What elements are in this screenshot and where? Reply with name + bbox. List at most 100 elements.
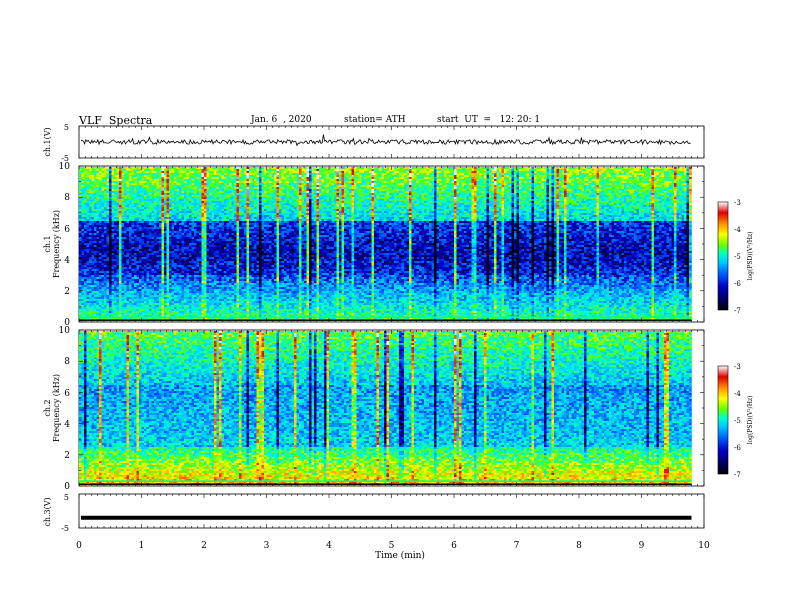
spectrogram-cell: [431, 177, 435, 180]
spectrogram-cell: [679, 199, 682, 202]
spectrogram-cell: [671, 199, 675, 202]
spectrogram-cell: [86, 189, 90, 192]
spectrogram-cell: [419, 179, 422, 182]
spectrogram-cell: [369, 179, 372, 182]
spectrogram-cell: [539, 169, 542, 172]
spectrogram-cell: [236, 171, 240, 174]
spectrogram-cell: [559, 199, 562, 202]
spectrogram-cell: [324, 181, 327, 184]
spectrogram-cell: [581, 197, 585, 200]
spectrogram-cell: [196, 183, 200, 186]
spectrogram-cell: [366, 187, 370, 190]
spectrogram-cell: [449, 185, 452, 188]
spectrogram-cell: [251, 181, 255, 184]
spectrogram-cell: [671, 191, 675, 194]
spectrogram-cell: [126, 207, 130, 210]
spectrogram-cell: [139, 173, 142, 176]
spectrogram-cell: [169, 197, 172, 200]
spectrogram-cell: [369, 197, 372, 200]
spectrogram-cell: [266, 169, 270, 172]
spectrogram-cell: [119, 203, 122, 206]
spectrogram-cell: [239, 175, 242, 178]
spectrogram-cell: [636, 195, 640, 198]
spectrogram-cell: [609, 201, 612, 204]
spectrogram-cell: [604, 173, 607, 176]
spectrogram-cell: [526, 193, 530, 196]
spectrogram-cell: [626, 193, 630, 196]
spectrogram-cell: [594, 201, 597, 204]
spectrogram-cell: [364, 205, 367, 208]
spectrogram-cell: [514, 197, 517, 200]
spectrogram-cell: [486, 187, 490, 190]
spectrogram-cell: [294, 189, 297, 192]
spectrogram-cell: [471, 203, 475, 206]
spectrogram-cell: [244, 203, 247, 206]
spectrogram-cell: [661, 191, 665, 194]
spectrogram-cell: [586, 189, 590, 192]
spectrogram-cell: [666, 197, 670, 200]
spectrogram-cell: [204, 203, 207, 206]
spectrogram-cell: [489, 201, 492, 204]
spectrogram-cell: [574, 195, 577, 198]
spectrogram-cell: [624, 167, 627, 170]
spectrogram-cell: [554, 179, 557, 182]
spectrogram-cell: [631, 193, 635, 196]
spectrogram-cell: [496, 201, 500, 204]
spectrogram-cell: [241, 177, 245, 180]
spectrogram-cell: [424, 195, 427, 198]
spectrogram-cell: [674, 171, 677, 174]
spectrogram-cell: [396, 171, 400, 174]
spectrogram-cell: [376, 185, 380, 188]
spectrogram-cell: [686, 177, 690, 180]
spectrogram-cell: [304, 167, 307, 170]
spectrogram-cell: [81, 199, 85, 202]
spectrogram-cell: [426, 177, 430, 180]
spectrogram-cell: [334, 195, 337, 198]
spectrogram-cell: [101, 171, 105, 174]
spectrogram-cell: [256, 193, 260, 196]
spectrogram-cell: [176, 167, 180, 170]
spectrogram-cell: [359, 167, 362, 170]
spectrogram-cell: [206, 187, 210, 190]
station-label: station= ATH: [344, 115, 406, 125]
spectrogram-cell: [291, 175, 295, 178]
spectrogram-cell: [134, 185, 137, 188]
spectrogram-cell: [474, 199, 477, 202]
spectrogram-cell: [89, 181, 92, 184]
spectrogram-cell: [584, 175, 587, 178]
spectrogram-cell: [616, 203, 620, 206]
spectrogram-cell: [406, 169, 410, 172]
spectrogram-cell: [349, 189, 352, 192]
spectrogram-cell: [641, 189, 645, 192]
spectrogram-cell: [229, 169, 232, 172]
spectrogram-cell: [349, 197, 352, 200]
spectrogram-cell: [259, 173, 262, 176]
spectrogram-cell: [509, 191, 512, 194]
spectrogram-cell: [471, 197, 475, 200]
spectrogram-cell: [89, 185, 92, 188]
spectrogram-cell: [521, 199, 525, 202]
spectrogram-cell: [216, 207, 222, 210]
spectrogram-cell: [236, 175, 240, 178]
spectrogram-cell: [644, 191, 647, 194]
spectrogram-cell: [136, 195, 140, 198]
spectrogram-cell: [471, 189, 475, 192]
spectrogram-cell: [199, 187, 202, 190]
spectrogram-cell: [584, 185, 587, 188]
spectrogram-cell: [269, 195, 272, 198]
spectrogram-cell: [249, 169, 252, 172]
spectrogram-cell: [114, 201, 117, 204]
spectrogram-cell: [599, 199, 602, 202]
spectrogram-cell: [456, 175, 460, 178]
spectrogram-cell: [431, 205, 435, 208]
spectrogram-cell: [524, 195, 527, 198]
spectrogram-cell: [664, 201, 667, 204]
spectrogram-cell: [369, 187, 372, 190]
spectrogram-cell: [381, 181, 385, 184]
spectrogram-cell: [146, 199, 150, 202]
spectrogram-cell: [404, 173, 407, 176]
spectrogram-cell: [554, 181, 557, 184]
spectrogram-cell: [416, 179, 420, 182]
spectrogram-cell: [224, 199, 227, 202]
spectrogram-cell: [159, 185, 162, 188]
